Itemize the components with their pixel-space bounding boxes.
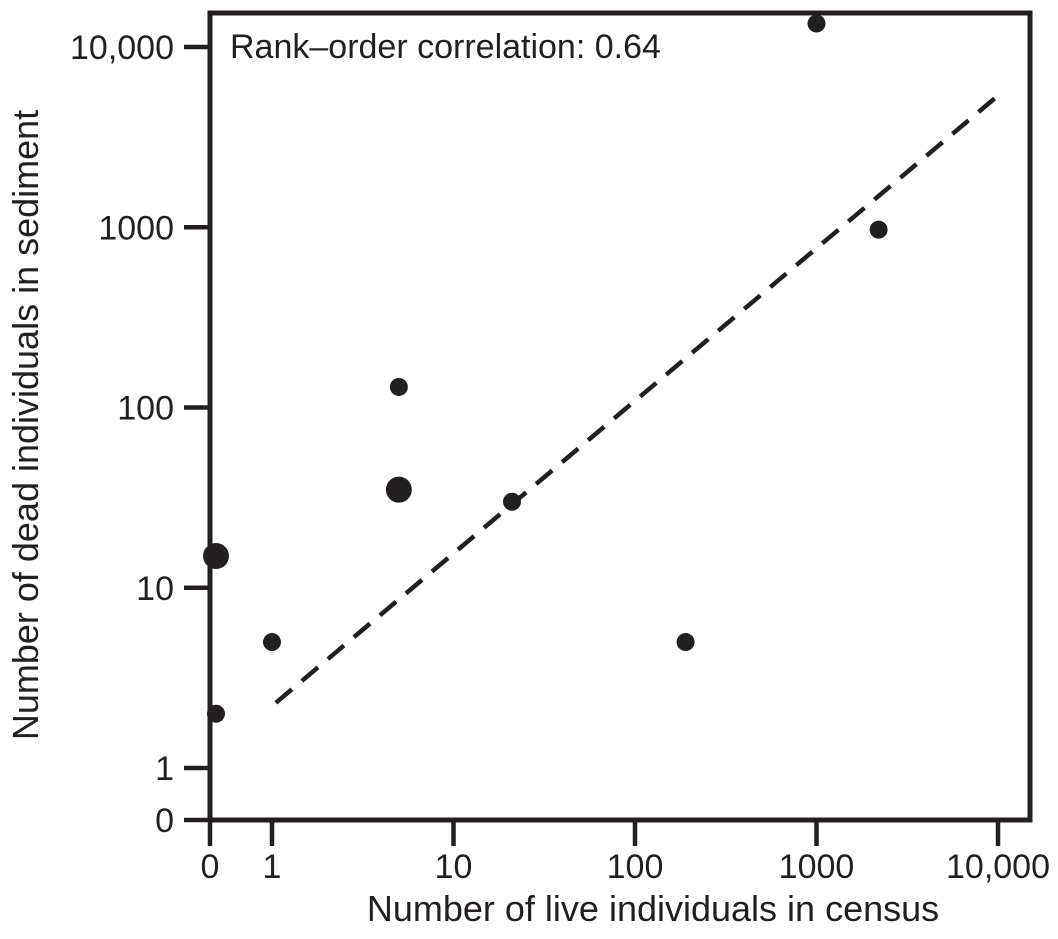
x-axis-title: Number of live individuals in census xyxy=(367,888,939,929)
y-tick-label: 0 xyxy=(155,802,174,840)
data-point xyxy=(869,220,888,239)
y-tick-label: 10 xyxy=(136,570,174,608)
x-axis-ticks: 0 1 10 100 1000 10,000 xyxy=(201,820,1050,886)
data-points xyxy=(203,14,888,723)
trend-line xyxy=(274,90,1004,705)
data-point xyxy=(203,543,229,570)
data-point xyxy=(502,492,521,511)
data-point xyxy=(263,633,281,652)
plot-frame xyxy=(207,10,1033,823)
y-axis-title: Number of dead individuals in sediment xyxy=(5,110,46,740)
y-tick-label: 1 xyxy=(155,750,174,788)
x-tick-label: 100 xyxy=(607,848,664,886)
x-tick-label: 1 xyxy=(263,848,282,886)
data-point xyxy=(389,377,408,396)
annotation-rank-order-correlation: Rank–order correlation: 0.64 xyxy=(230,28,661,66)
data-point xyxy=(676,633,695,652)
x-tick-label: 1000 xyxy=(779,848,855,886)
y-tick-label: 10,000 xyxy=(70,29,174,67)
data-point xyxy=(807,14,826,33)
data-point xyxy=(207,704,225,723)
x-tick-label: 0 xyxy=(201,848,220,886)
y-tick-label: 1000 xyxy=(98,209,174,247)
y-tick-label: 100 xyxy=(117,390,174,428)
x-tick-label: 10 xyxy=(435,848,473,886)
x-tick-label: 10,000 xyxy=(946,848,1050,886)
y-axis-ticks: 0 1 10 100 1000 10,000 xyxy=(70,29,210,840)
data-point xyxy=(385,476,412,503)
